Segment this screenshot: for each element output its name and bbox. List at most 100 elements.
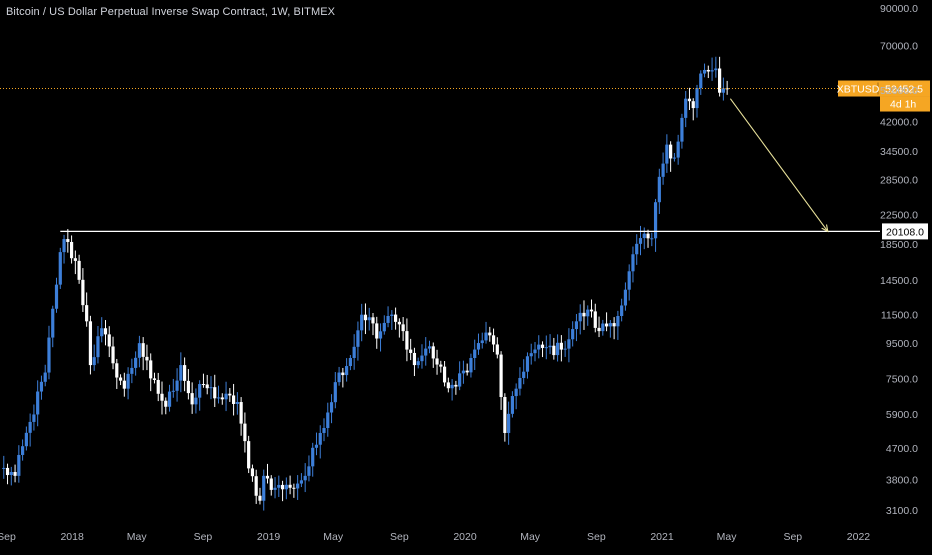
candle	[638, 225, 643, 256]
candle-body	[77, 260, 81, 280]
candle-body	[661, 163, 665, 177]
candle	[439, 360, 443, 373]
candle-body	[107, 334, 111, 347]
candle-body	[533, 349, 537, 354]
candle-body	[657, 176, 661, 203]
candles-layer	[2, 56, 729, 511]
candle	[51, 305, 55, 348]
candle-body	[198, 384, 202, 398]
candle	[431, 342, 435, 368]
candle	[235, 392, 239, 415]
candle-body	[13, 472, 17, 476]
candle	[265, 463, 270, 484]
candle	[303, 463, 307, 493]
candle	[578, 304, 582, 335]
candle-body	[17, 454, 21, 476]
candle	[111, 336, 115, 370]
candle-body	[574, 321, 579, 330]
candle-body	[702, 69, 707, 74]
candle	[687, 87, 692, 110]
candle-body	[292, 487, 296, 489]
candle-body	[638, 238, 643, 244]
candle	[205, 374, 209, 395]
projection-arrow-line	[729, 98, 829, 232]
candle	[9, 466, 13, 486]
candle-body	[209, 387, 213, 389]
candle	[39, 375, 44, 400]
candle-body	[73, 258, 77, 261]
candle	[548, 334, 552, 355]
candle-body	[43, 372, 47, 382]
candle-body	[254, 476, 258, 496]
candle-body	[409, 349, 413, 353]
candle-body	[646, 233, 650, 239]
candle-body	[36, 391, 40, 415]
candle	[92, 344, 96, 371]
candle-body	[691, 101, 695, 109]
candle	[571, 321, 575, 347]
price-tag-symbol: XBTUSD	[837, 84, 880, 96]
candle	[73, 250, 77, 275]
candle-body	[476, 343, 481, 350]
candle-body	[571, 329, 575, 340]
candle	[608, 320, 612, 338]
candle-body	[28, 421, 32, 433]
candle-body	[473, 349, 477, 358]
candle	[243, 412, 247, 453]
candle	[514, 383, 518, 410]
candle	[307, 455, 311, 482]
candle	[503, 393, 507, 442]
candle-body	[484, 332, 488, 341]
candle	[393, 307, 398, 330]
candle-body	[480, 340, 484, 344]
candle	[296, 475, 300, 500]
candle-body	[616, 315, 620, 327]
candle-body	[540, 344, 545, 348]
candle	[81, 268, 85, 312]
y-tick-label: 22500.0	[880, 210, 918, 222]
price-tag-bg	[838, 80, 930, 97]
candle	[672, 153, 676, 162]
y-tick-label: 3100.0	[886, 505, 918, 517]
candle	[510, 391, 514, 418]
candle	[409, 338, 413, 361]
candle	[721, 77, 725, 101]
candle	[299, 473, 304, 488]
candle	[375, 316, 379, 349]
candle-body	[378, 331, 383, 339]
chart-title: Bitcoin / US Dollar Perpetual Inverse Sw…	[6, 6, 336, 18]
x-tick-label: 2019	[257, 531, 281, 543]
candle	[145, 344, 149, 371]
candle-body	[669, 144, 673, 159]
candle-body	[69, 241, 74, 259]
candle	[220, 393, 224, 405]
candle-body	[92, 357, 96, 366]
candle-body	[220, 397, 224, 400]
candle-body	[250, 468, 255, 477]
candle-body	[111, 346, 115, 364]
candle	[424, 337, 428, 366]
candle-body	[216, 397, 221, 399]
candle-body	[442, 366, 447, 383]
candle-body	[299, 480, 304, 484]
candle	[416, 357, 420, 369]
candle-body	[179, 365, 183, 381]
candle-body	[454, 384, 458, 387]
candle	[582, 300, 586, 330]
candle	[115, 358, 119, 389]
overlay-layer: XBTUSD 52452.5 4d 1h 20108.0	[0, 80, 930, 240]
candle	[461, 360, 466, 384]
candle	[540, 341, 545, 358]
candle	[491, 328, 496, 353]
candle-body	[231, 395, 236, 404]
candle-body	[9, 472, 13, 476]
candle-body	[412, 352, 417, 366]
candle-body	[247, 441, 251, 469]
candle-body	[96, 336, 100, 358]
candle-body	[461, 370, 466, 374]
candle	[36, 380, 40, 427]
candle-body	[684, 98, 688, 118]
candle-body	[431, 346, 435, 359]
